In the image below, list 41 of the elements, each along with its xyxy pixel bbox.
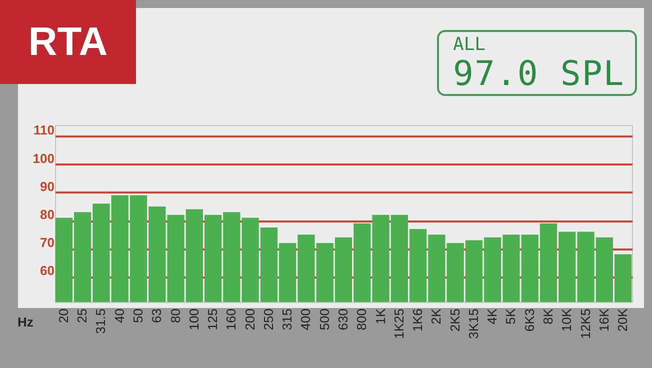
y-tick-label: 90 (40, 178, 54, 194)
x-tick-label: 100 (186, 308, 202, 330)
x-tick-label: 63 (149, 308, 164, 323)
x-tick-label: 315 (280, 308, 295, 330)
x-tick-label: 8K (540, 308, 556, 324)
x-tick-label: 16K (596, 308, 612, 332)
y-tick-label: 110 (34, 122, 54, 138)
chart-title: RTA (0, 0, 136, 84)
text: ALL (453, 34, 486, 55)
x-tick-label: 4K (484, 308, 500, 324)
x-tick-label: 800 (354, 308, 370, 330)
x-tick-label: 2K (428, 308, 444, 324)
x-tick-label: 1K (372, 308, 388, 324)
x-axis-title: Hz (18, 314, 34, 330)
x-tick-label: 80 (168, 308, 183, 323)
x-tick-label: 250 (260, 308, 276, 330)
x-tick-label: 6K3 (522, 308, 537, 332)
x-tick-label: 400 (298, 308, 314, 330)
x-tick-label: 20K (615, 308, 630, 332)
y-tick-label: 60 (40, 263, 54, 278)
x-tick-label: 630 (336, 308, 350, 330)
x-tick-label: 125 (205, 308, 220, 330)
x-tick-label: 40 (112, 308, 127, 323)
x-tick-label: 3K15 (466, 308, 481, 339)
x-tick-label: 1K6 (410, 308, 426, 332)
x-tick-label: 50 (130, 308, 146, 323)
x-tick-label: 5K (503, 308, 518, 324)
x-tick-label: 2K5 (447, 308, 462, 332)
x-tick-label: 160 (224, 308, 239, 330)
y-tick-label: 80 (40, 207, 54, 222)
x-tick-label: 31.5 (93, 308, 108, 334)
text: 97.0 SPL (453, 54, 625, 94)
y-tick-label: 100 (32, 150, 54, 166)
x-tick-label: 1K25 (391, 308, 406, 339)
x-tick-label: 200 (242, 308, 258, 330)
x-tick-label: 20 (56, 308, 71, 323)
x-tick-label: 12K5 (578, 308, 593, 339)
x-tick-label: 500 (316, 308, 332, 330)
y-tick-label: 70 (40, 235, 54, 250)
x-tick-label: 25 (74, 308, 90, 323)
x-tick-label: 10K (559, 308, 574, 332)
